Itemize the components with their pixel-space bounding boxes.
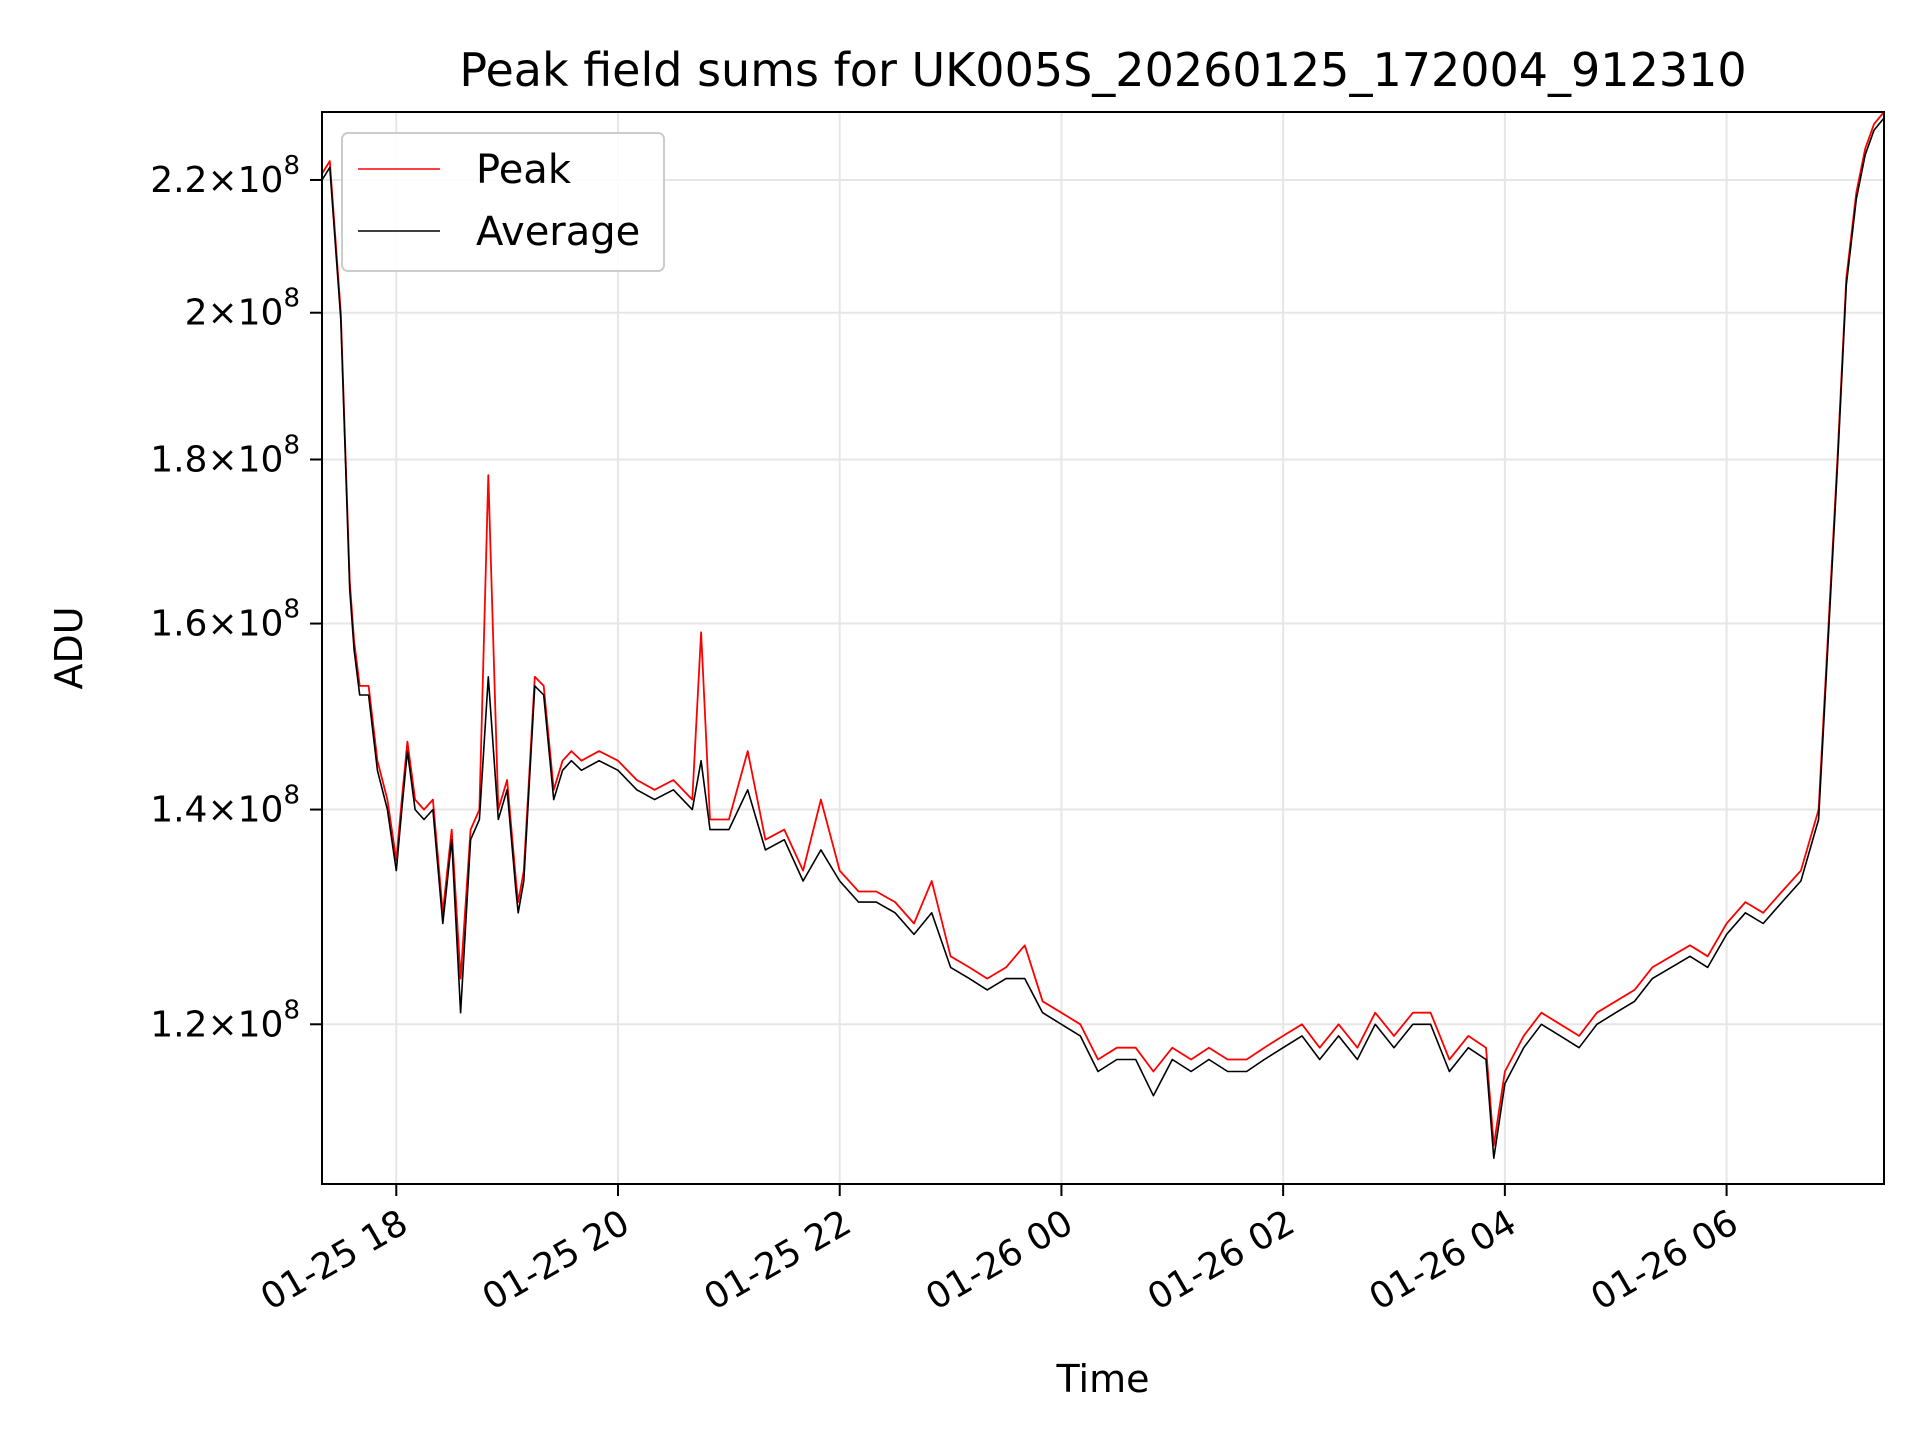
y-tick-exponent: 8 (283, 151, 300, 181)
x-tick-label: 01-26 00 (919, 1202, 1080, 1318)
y-tick-times-sign: ×10 (207, 293, 283, 334)
y-tick-exponent: 8 (283, 781, 300, 811)
y-tick-mantissa: 1.4 (150, 790, 207, 831)
y-tick-exponent: 8 (283, 595, 300, 625)
x-tick-label: 01-26 06 (1584, 1202, 1745, 1318)
y-tick-mantissa: 2.2 (150, 160, 207, 201)
x-tick-label: 01-25 20 (476, 1202, 637, 1318)
y-tick-exponent: 8 (283, 284, 300, 314)
y-tick-times-sign: ×10 (207, 160, 283, 201)
legend-label-average: Average (476, 209, 640, 255)
x-tick-label: 01-25 22 (698, 1202, 859, 1318)
legend-label-peak: Peak (476, 147, 572, 193)
x-tick-label: 01-26 04 (1363, 1202, 1524, 1318)
series-line-average (321, 117, 1885, 1159)
series-lines (321, 111, 1885, 1159)
grid-lines (322, 112, 1884, 1184)
y-tick-label: 2.2×108 (150, 151, 300, 201)
y-tick-label: 1.6×108 (150, 595, 300, 645)
legend: Peak Average (341, 132, 665, 272)
y-tick-mantissa: 1.8 (150, 439, 207, 480)
y-tick-times-sign: ×10 (207, 439, 283, 480)
legend-box (341, 132, 665, 272)
y-tick-label: 2×108 (185, 284, 300, 334)
x-tick-label: 01-25 18 (254, 1202, 415, 1318)
y-tick-mantissa: 2 (185, 293, 208, 334)
y-tick-label: 1.8×108 (150, 430, 300, 480)
chart-title: Peak field sums for UK005S_20260125_1720… (459, 43, 1746, 97)
x-axis-ticks: 01-25 18 01-25 20 01-25 22 01-26 00 01-26 02… (254, 1184, 1745, 1319)
y-tick-mantissa: 1.6 (150, 604, 207, 645)
y-tick-label: 1.2×108 (150, 995, 300, 1045)
plot-area-frame (321, 111, 1885, 1185)
y-tick-mantissa: 1.2 (150, 1004, 207, 1045)
y-tick-times-sign: ×10 (207, 604, 283, 645)
x-axis-label: Time (1056, 1357, 1150, 1401)
series-line-peak (321, 111, 1885, 1147)
y-axis-label: ADU (47, 606, 91, 689)
y-tick-times-sign: ×10 (207, 1004, 283, 1045)
x-tick-label: 01-26 02 (1141, 1202, 1302, 1318)
y-tick-exponent: 8 (283, 430, 300, 460)
y-tick-times-sign: ×10 (207, 790, 283, 831)
y-tick-exponent: 8 (283, 995, 300, 1025)
y-tick-label: 1.4×108 (150, 781, 300, 831)
